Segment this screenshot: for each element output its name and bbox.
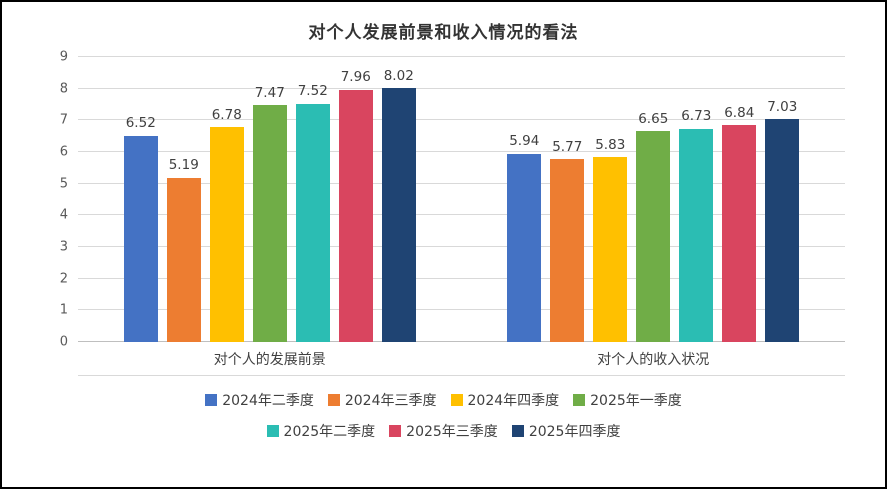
legend-label: 2024年三季度 bbox=[344, 393, 437, 409]
bar-series-1-cat-0: 5.19 bbox=[166, 159, 201, 342]
legend-label: 2025年四季度 bbox=[528, 424, 621, 440]
bar-holder: 6.73 bbox=[679, 57, 714, 342]
legend-item: 2025年一季度 bbox=[573, 390, 682, 410]
bar-series-5-cat-1: 6.84 bbox=[722, 106, 757, 342]
bar-holder: 6.52 bbox=[123, 57, 158, 342]
legend-item: 2024年四季度 bbox=[450, 390, 560, 410]
bar-series-4-cat-0: 7.52 bbox=[295, 85, 330, 342]
bar-series-5-cat-0: 7.96 bbox=[338, 71, 373, 342]
legend-item: 2024年二季度 bbox=[205, 390, 314, 410]
gridline bbox=[78, 119, 845, 121]
bar-group: 5.94 5.77 5.83 6.65 6.73 6.84 7.03 bbox=[462, 57, 846, 342]
bar-series-6-cat-1: 7.03 bbox=[765, 100, 800, 342]
legend-row: 2025年二季度 2025年三季度 2025年四季度 bbox=[266, 421, 621, 441]
legend-swatch-icon bbox=[450, 394, 463, 406]
gridline bbox=[78, 246, 845, 247]
category-label: 对个人的发展前景 bbox=[213, 351, 326, 368]
y-tick-label: 3 bbox=[59, 239, 68, 255]
plot-groups: 6.52 5.19 6.78 7.47 7.52 7.96 8.02 5.94 5.77 5.83… bbox=[78, 57, 845, 342]
bar-value-label: 6.84 bbox=[724, 104, 755, 121]
bar-value-label: 6.52 bbox=[125, 115, 156, 132]
y-tick-label: 1 bbox=[59, 302, 68, 318]
y-tick-label: 6 bbox=[59, 144, 68, 160]
bar-holder: 7.96 bbox=[338, 57, 373, 342]
y-tick-label: 8 bbox=[59, 81, 68, 97]
bar-value-label: 7.96 bbox=[340, 69, 371, 86]
bar-group: 6.52 5.19 6.78 7.47 7.52 7.96 8.02 bbox=[78, 57, 462, 342]
bar-series-3-cat-1: 6.65 bbox=[636, 112, 671, 342]
bar-series-4-cat-1: 6.73 bbox=[679, 110, 714, 342]
bar-holder: 6.84 bbox=[722, 57, 757, 342]
legend-label: 2024年四季度 bbox=[467, 393, 560, 409]
legend-swatch-icon bbox=[327, 394, 340, 406]
bar-holder: 7.03 bbox=[765, 57, 800, 342]
legend-swatch-icon bbox=[266, 425, 279, 437]
gridline bbox=[78, 182, 845, 184]
legend-label: 2024年二季度 bbox=[222, 393, 314, 409]
bar-series-1-cat-1: 5.77 bbox=[550, 140, 585, 342]
bar-value-label: 5.77 bbox=[552, 138, 583, 155]
legend-label: 2025年三季度 bbox=[406, 424, 498, 440]
bar-holder: 5.83 bbox=[593, 57, 628, 342]
x-axis-labels: 对个人的发展前景 对个人的收入状况 bbox=[78, 342, 845, 376]
bar-value-label: 8.02 bbox=[383, 67, 414, 84]
legend-label: 2025年一季度 bbox=[590, 393, 682, 409]
bar-value-label: 6.65 bbox=[638, 110, 669, 127]
bar-value-label: 5.19 bbox=[168, 157, 199, 174]
gridline bbox=[78, 87, 845, 89]
bar-series-2-cat-1: 5.83 bbox=[593, 138, 628, 342]
chart-area: 0 1 2 3 4 5 6 7 8 9 6.52 5.19 6.78 7.47 7.52 7.96 8.02 5… bbox=[36, 51, 845, 376]
gridline bbox=[78, 309, 845, 311]
bar-holder: 8.02 bbox=[381, 57, 416, 342]
bar-holder: 5.19 bbox=[166, 57, 201, 342]
x-axis-line bbox=[78, 341, 845, 342]
legend-swatch-icon bbox=[511, 425, 524, 437]
legend-item: 2025年四季度 bbox=[511, 421, 621, 441]
legend-swatch-icon bbox=[205, 394, 218, 406]
gridline bbox=[78, 151, 845, 152]
bar-value-label: 7.47 bbox=[254, 84, 285, 101]
bar-value-label: 6.73 bbox=[681, 108, 712, 125]
bar-holder: 6.78 bbox=[209, 57, 244, 342]
y-tick-label: 0 bbox=[59, 334, 68, 350]
plot-area: 6.52 5.19 6.78 7.47 7.52 7.96 8.02 5.94 5.77 5.83… bbox=[78, 56, 845, 342]
bar-series-0-cat-0: 6.52 bbox=[123, 117, 158, 342]
y-tick-label: 2 bbox=[59, 271, 68, 287]
bar-holder: 7.47 bbox=[252, 57, 287, 342]
legend-swatch-icon bbox=[389, 425, 402, 437]
bar-holder: 5.77 bbox=[550, 57, 585, 342]
bar-value-label: 5.94 bbox=[509, 133, 540, 150]
legend-label: 2025年二季度 bbox=[283, 424, 376, 440]
legend-item: 2024年三季度 bbox=[327, 390, 437, 410]
bar-value-label: 7.52 bbox=[297, 83, 328, 100]
y-axis: 0 1 2 3 4 5 6 7 8 9 bbox=[36, 51, 78, 349]
bar-value-label: 6.78 bbox=[211, 106, 242, 123]
y-tick-label: 7 bbox=[59, 112, 68, 128]
legend-item: 2025年三季度 bbox=[389, 421, 498, 441]
chart-title: 对个人发展前景和收入情况的看法 bbox=[308, 23, 579, 43]
legend-row: 2024年二季度 2024年三季度 2024年四季度 2025年一季度 bbox=[205, 390, 682, 410]
bar-holder: 6.65 bbox=[636, 57, 671, 342]
category-label: 对个人的收入状况 bbox=[597, 351, 710, 368]
bar-series-6-cat-0: 8.02 bbox=[381, 69, 416, 342]
legend: 2024年二季度 2024年三季度 2024年四季度 2025年一季度 2025年二季度… bbox=[2, 390, 885, 441]
y-tick-label: 4 bbox=[59, 207, 68, 223]
gridline bbox=[78, 214, 845, 216]
legend-item: 2025年二季度 bbox=[266, 421, 376, 441]
bar-value-label: 7.03 bbox=[767, 98, 798, 115]
legend-swatch-icon bbox=[573, 394, 586, 406]
y-tick-label: 5 bbox=[59, 176, 68, 192]
bar-value-label: 5.83 bbox=[595, 136, 626, 153]
bar-series-2-cat-0: 6.78 bbox=[209, 108, 244, 342]
bar-series-0-cat-1: 5.94 bbox=[507, 135, 542, 342]
y-tick-label: 9 bbox=[59, 49, 68, 65]
gridline bbox=[78, 277, 845, 279]
bar-holder: 5.94 bbox=[507, 57, 542, 342]
bar-series-3-cat-0: 7.47 bbox=[252, 86, 287, 342]
gridline bbox=[78, 56, 845, 57]
bar-holder: 7.52 bbox=[295, 57, 330, 342]
